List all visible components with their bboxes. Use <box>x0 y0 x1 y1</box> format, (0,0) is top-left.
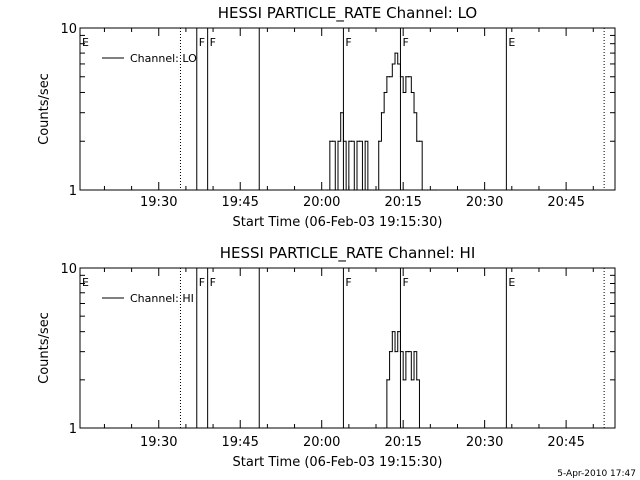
y-tick-label-0: 1 <box>69 422 77 437</box>
data-point <box>359 140 361 142</box>
data-point <box>375 189 377 191</box>
data-point <box>391 331 393 333</box>
data-point <box>334 189 336 191</box>
data-point <box>410 91 412 94</box>
flag-label-0: E <box>82 276 89 289</box>
data-point <box>402 379 404 381</box>
data-point <box>380 112 383 114</box>
footer-date: 5-Apr-2010 17:47 <box>557 469 636 479</box>
data-point <box>356 140 358 142</box>
data-point <box>340 112 342 114</box>
x-tick-label-2: 20:00 <box>303 195 340 210</box>
data-point <box>408 76 410 78</box>
flag-label-7: E <box>508 276 515 289</box>
legend-entry: Channel: LO <box>130 52 197 65</box>
x-tick-label-3: 20:15 <box>384 435 421 450</box>
y-tick-label-0: 1 <box>69 184 77 199</box>
chart-title: HESSI PARTICLE_RATE Channel: HI <box>220 244 476 263</box>
flag-label-6: F <box>402 276 408 289</box>
data-point <box>361 189 364 191</box>
data-point <box>386 76 388 78</box>
data-point <box>369 189 372 191</box>
x-tick-label-1: 19:45 <box>221 435 258 450</box>
flag-label-3: F <box>210 36 216 49</box>
x-tick-label-4: 20:30 <box>466 195 503 210</box>
data-point <box>331 140 334 142</box>
y-tick-label-1: 10 <box>60 262 77 277</box>
data-point <box>427 189 429 191</box>
flag-label-6: F <box>402 36 408 49</box>
flag-label-2: F <box>199 36 205 49</box>
data-point <box>424 189 426 191</box>
data-point <box>326 189 328 191</box>
data-point <box>337 140 339 142</box>
y-axis-label: Counts/sec <box>37 312 52 384</box>
plot-frame <box>79 267 616 429</box>
legend-entry: Channel: HI <box>130 292 194 305</box>
x-tick-label-3: 20:15 <box>384 195 421 210</box>
series-line-0 <box>384 331 420 429</box>
data-point <box>348 140 350 142</box>
data-point <box>372 189 374 191</box>
x-tick-label-4: 20:30 <box>466 435 503 450</box>
data-point <box>432 189 434 191</box>
data-point <box>418 427 421 429</box>
flag-label-2: F <box>199 276 205 289</box>
data-point <box>397 63 399 65</box>
chart-title: HESSI PARTICLE_RATE Channel: LO <box>218 4 477 23</box>
data-point <box>410 379 412 381</box>
x-tick-label-0: 19:30 <box>140 435 177 450</box>
data-point <box>418 140 421 142</box>
flag-label-5: F <box>345 36 351 49</box>
data-point <box>416 140 418 142</box>
y-tick-label-1: 10 <box>60 22 77 37</box>
flag-label-3: F <box>210 276 216 289</box>
data-point <box>350 140 353 142</box>
data-point <box>386 379 388 381</box>
flag-label-7: E <box>508 36 515 49</box>
data-point <box>388 351 391 353</box>
data-point <box>421 189 423 191</box>
x-tick-label-1: 19:45 <box>221 195 258 210</box>
data-point <box>429 189 431 191</box>
data-point <box>397 331 399 333</box>
x-tick-label-5: 20:45 <box>547 435 584 450</box>
data-point <box>383 91 385 94</box>
data-point <box>402 91 404 94</box>
data-point <box>394 351 396 353</box>
data-point <box>353 189 355 191</box>
data-point <box>329 140 331 142</box>
data-point <box>435 189 437 191</box>
data-point <box>394 52 396 54</box>
data-point <box>413 112 415 114</box>
data-point <box>408 351 410 353</box>
data-point <box>399 351 402 353</box>
data-point <box>391 63 393 65</box>
flag-label-0: E <box>82 36 89 49</box>
x-tick-label-5: 20:45 <box>547 195 584 210</box>
data-point <box>342 140 345 142</box>
x-axis-label: Start Time (06-Feb-03 19:15:30) <box>233 215 443 230</box>
data-point <box>364 140 366 142</box>
data-point <box>413 351 415 353</box>
x-tick-label-0: 19:30 <box>140 195 177 210</box>
data-point <box>399 76 402 78</box>
x-tick-label-2: 20:00 <box>303 435 340 450</box>
flag-label-5: F <box>345 276 351 289</box>
data-point <box>367 189 369 191</box>
data-point <box>416 379 418 381</box>
data-point <box>405 76 407 78</box>
data-point <box>345 189 347 191</box>
data-point <box>383 427 385 429</box>
data-point <box>388 76 391 78</box>
y-axis-label: Counts/sec <box>37 73 52 145</box>
data-point <box>378 140 380 142</box>
x-axis-label: Start Time (06-Feb-03 19:15:30) <box>233 455 443 470</box>
data-point <box>405 351 407 353</box>
